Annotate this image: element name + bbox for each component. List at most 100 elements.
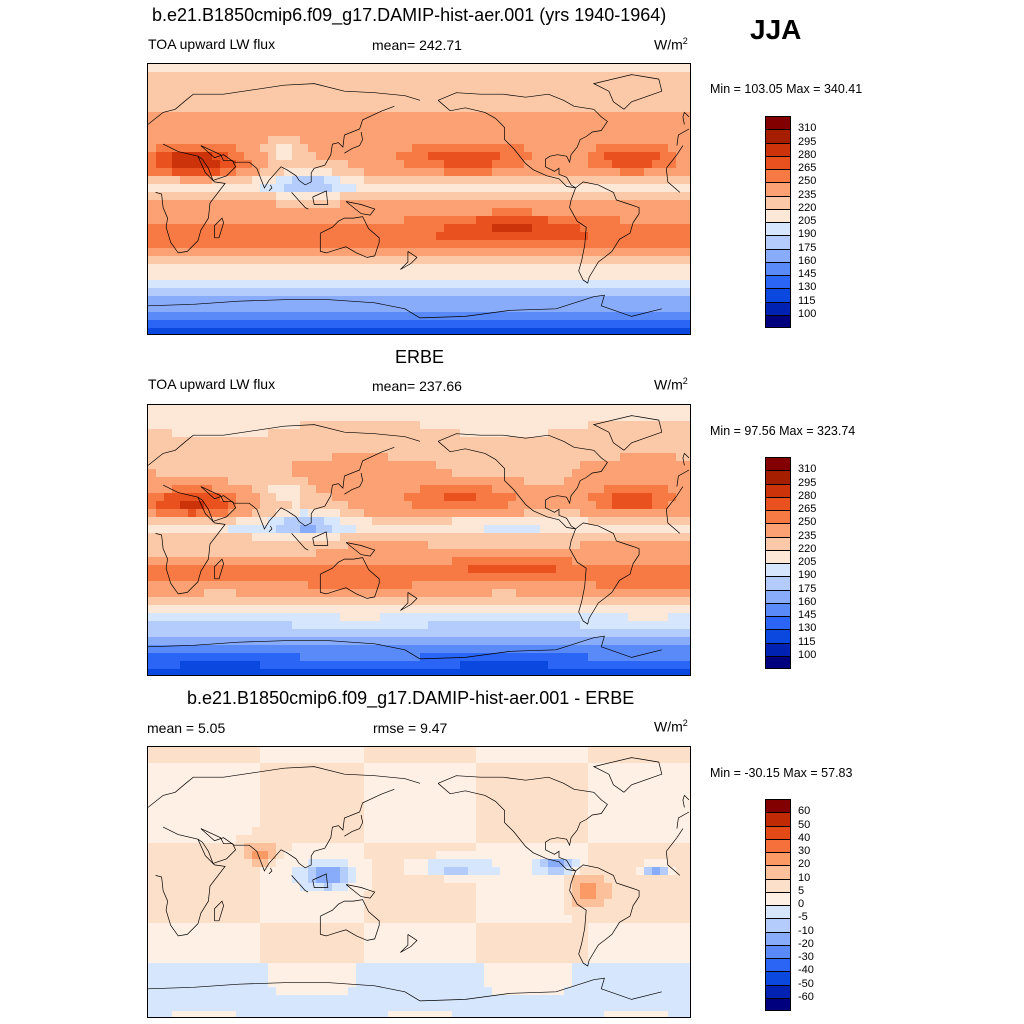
colorbar-swatch (765, 865, 791, 879)
colorbar-swatch (765, 918, 791, 932)
colorbar-tick-label: 115 (798, 294, 816, 307)
colorbar-swatch (765, 222, 791, 236)
colorbar-tick-label: 220 (798, 542, 817, 555)
colorbar-swatch (765, 891, 791, 906)
colorbar-swatch (765, 235, 791, 249)
panel-title: b.e21.B1850cmip6.f09_g17.DAMIP-hist-aer.… (152, 5, 667, 25)
colorbar-swatch (765, 208, 791, 223)
colorbar-tick-label: 235 (798, 188, 817, 201)
mean-label: mean = 5.05 (147, 720, 226, 736)
colorbar-tick-label: -5 (798, 911, 808, 924)
colorbar-tick-label: 175 (798, 241, 817, 254)
coastlines (148, 74, 690, 319)
colorbar-tick-label: -30 (798, 951, 814, 963)
colorbar-swatch (765, 261, 791, 276)
colorbar-tick-label: 145 (798, 268, 817, 280)
colorbar-tick-label: 190 (798, 228, 817, 241)
colorbar-swatch (765, 812, 791, 826)
colorbar-swatch (765, 129, 791, 143)
colorbar-tick-label: 50 (798, 818, 811, 831)
colorbar-diff: 60 50 40 30 20 10 5 0 -5 -10 -20 -30 -40 -50 -60 (765, 799, 814, 1011)
colorbar-obs: 310 295 280 265 250 235 220 205 190 175 160 145 130 1… (765, 457, 816, 669)
contour-fill (148, 64, 690, 334)
colorbar-swatch (765, 470, 791, 484)
map-diff (147, 746, 691, 1018)
colorbar-swatch (765, 301, 791, 316)
colorbar-swatch (765, 799, 791, 813)
colorbar-swatch (765, 825, 791, 840)
coastlines (148, 757, 690, 1002)
colorbar-tick-label: 115 (798, 635, 816, 648)
panel-title: ERBE (395, 347, 445, 367)
colorbar-swatch (765, 142, 791, 157)
colorbar-tick-label: 100 (798, 648, 817, 661)
colorbar-tick-label: 265 (798, 503, 817, 515)
colorbar-swatch (765, 195, 791, 210)
colorbar-swatch (765, 169, 791, 183)
colorbar-swatch (765, 288, 791, 302)
colorbar-tick-label: 40 (798, 831, 811, 844)
colorbar-swatch (765, 563, 791, 577)
season-label: JJA (750, 14, 802, 45)
colorbar-tick-label: 265 (798, 162, 817, 174)
colorbar-tick-label: 220 (798, 201, 817, 214)
colorbar-tick-label: 160 (798, 595, 817, 608)
map-field (148, 64, 690, 334)
colorbar-tick-label: 60 (798, 805, 811, 818)
colorbar-tick-label: 20 (798, 858, 811, 871)
min-max-label: Min = -30.15 Max = 57.83 (710, 766, 853, 780)
colorbar-swatch (765, 155, 791, 170)
colorbar-tick-label: -40 (798, 964, 814, 977)
colorbar-swatch (765, 905, 791, 919)
colorbar-swatch (765, 116, 791, 130)
colorbar-swatch (765, 944, 791, 959)
mean-label: mean= 237.66 (372, 378, 462, 394)
colorbar-swatch (765, 483, 791, 498)
colorbar-swatch (765, 536, 791, 551)
colorbar-swatch (765, 457, 791, 471)
colorbar-swatch (765, 589, 791, 604)
contour-fill (148, 405, 690, 675)
variable-label: TOA upward LW flux (148, 376, 276, 392)
colorbar-tick-label: 280 (798, 148, 817, 161)
colorbar-tick-label: 130 (798, 622, 817, 635)
rmse-label: rmse = 9.47 (373, 720, 448, 736)
units-label: W/m2 (654, 36, 688, 53)
colorbar-swatch (765, 549, 791, 564)
colorbar-swatch (765, 314, 791, 328)
colorbar-swatch (765, 629, 791, 643)
colorbar-swatch (765, 248, 791, 263)
colorbar-swatch (765, 523, 791, 537)
min-max-label: Min = 97.56 Max = 323.74 (710, 424, 856, 438)
colorbar-swatch (765, 602, 791, 617)
map-model (147, 63, 691, 335)
colorbar-tick-label: 310 (798, 122, 817, 135)
colorbar-tick-label: 205 (798, 215, 817, 227)
colorbar-tick-label: 250 (798, 175, 817, 188)
colorbar-swatch (765, 931, 791, 946)
colorbar-swatch (765, 997, 791, 1011)
colorbar-swatch (765, 984, 791, 999)
colorbar-tick-label: 190 (798, 569, 817, 582)
colorbar-swatch (765, 878, 791, 893)
map-field (148, 747, 690, 1017)
colorbar-tick-label: 235 (798, 529, 817, 542)
colorbar-tick-label: 310 (798, 463, 817, 476)
colorbar-tick-label: 30 (798, 845, 811, 857)
colorbar-swatch (765, 655, 791, 669)
colorbar-tick-label: 205 (798, 556, 817, 568)
colorbar-tick-label: 175 (798, 582, 817, 595)
colorbar-swatch (765, 838, 791, 853)
colorbar-swatch (765, 510, 791, 524)
panel-title: b.e21.B1850cmip6.f09_g17.DAMIP-hist-aer.… (187, 688, 635, 708)
colorbar-tick-label: 10 (798, 871, 811, 884)
mean-label: mean= 242.71 (372, 37, 462, 53)
colorbar-tick-label: -60 (798, 990, 814, 1003)
colorbar-tick-label: 160 (798, 254, 817, 267)
units-label: W/m2 (654, 376, 688, 393)
min-max-label: Min = 103.05 Max = 340.41 (710, 82, 863, 96)
colorbar-tick-label: 145 (798, 609, 817, 621)
colorbar-tick-label: -20 (798, 937, 814, 950)
colorbar-tick-label: 295 (798, 476, 817, 489)
colorbar-tick-label: -50 (798, 977, 814, 990)
